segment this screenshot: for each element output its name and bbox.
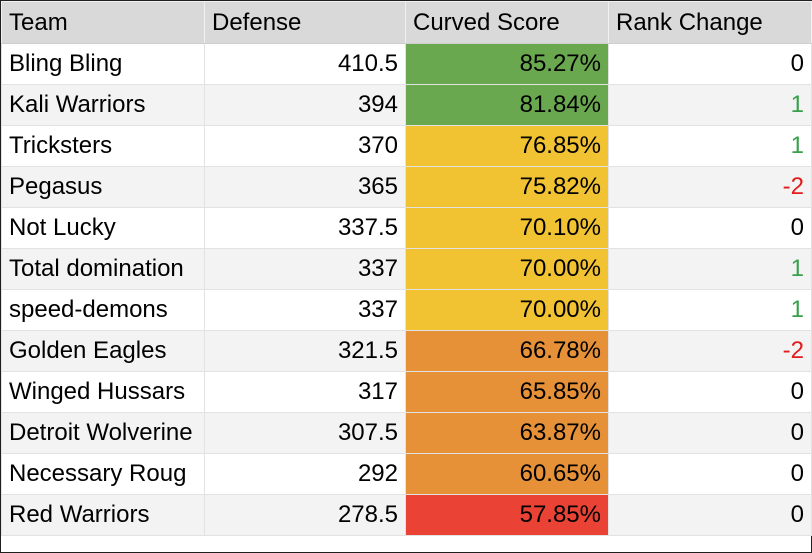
table-row: Total domination 337 70.00% 1 [1,248,812,290]
table-row: Pegasus 365 75.82% -2 [1,166,812,208]
cell-team[interactable]: Not Lucky [1,207,205,249]
cell-rank-change[interactable]: 0 [608,453,812,495]
table-row: Not Lucky 337.5 70.10% 0 [1,207,812,249]
standings-table: Team Defense Curved Score Rank Change Bl… [1,1,812,536]
cell-rank-change[interactable]: -2 [608,166,812,208]
table-row: Tricksters 370 76.85% 1 [1,125,812,167]
cell-defense[interactable]: 307.5 [204,412,406,454]
cell-curved-score[interactable]: 70.00% [405,248,609,290]
cell-team[interactable]: Total domination [1,248,205,290]
table-row: Bling Bling 410.5 85.27% 0 [1,43,812,85]
cell-rank-change[interactable]: 0 [608,371,812,413]
cell-team[interactable]: Detroit Wolverine [1,412,205,454]
cell-team[interactable]: Red Warriors [1,494,205,536]
cell-defense[interactable]: 317 [204,371,406,413]
cell-defense[interactable]: 370 [204,125,406,167]
table-row: Detroit Wolverine 307.5 63.87% 0 [1,412,812,454]
cell-curved-score[interactable]: 70.00% [405,289,609,331]
cell-curved-score[interactable]: 60.65% [405,453,609,495]
table-row: Kali Warriors 394 81.84% 1 [1,84,812,126]
table-row: speed-demons 337 70.00% 1 [1,289,812,331]
cell-defense[interactable]: 278.5 [204,494,406,536]
header-rank-change[interactable]: Rank Change [608,1,812,44]
cell-defense[interactable]: 337 [204,248,406,290]
table-body: Bling Bling 410.5 85.27% 0 Kali Warriors 394 8… [1,43,812,536]
cell-defense[interactable]: 337 [204,289,406,331]
cell-defense[interactable]: 321.5 [204,330,406,372]
cell-defense[interactable]: 410.5 [204,43,406,85]
cell-curved-score[interactable]: 65.85% [405,371,609,413]
cell-curved-score[interactable]: 63.87% [405,412,609,454]
cell-rank-change[interactable]: 0 [608,43,812,85]
header-defense[interactable]: Defense [204,1,406,44]
table-row: Winged Hussars 317 65.85% 0 [1,371,812,413]
cell-defense[interactable]: 292 [204,453,406,495]
cell-team[interactable]: Winged Hussars [1,371,205,413]
cell-curved-score[interactable]: 76.85% [405,125,609,167]
cell-team[interactable]: Golden Eagles [1,330,205,372]
header-curved-score[interactable]: Curved Score [405,1,609,44]
table-row: Red Warriors 278.5 57.85% 0 [1,494,812,536]
cell-rank-change[interactable]: 1 [608,248,812,290]
table-row: Golden Eagles 321.5 66.78% -2 [1,330,812,372]
cell-curved-score[interactable]: 81.84% [405,84,609,126]
header-team[interactable]: Team [1,1,205,44]
cell-curved-score[interactable]: 66.78% [405,330,609,372]
header-row: Team Defense Curved Score Rank Change [1,1,812,44]
cell-rank-change[interactable]: 0 [608,412,812,454]
cell-curved-score[interactable]: 85.27% [405,43,609,85]
cell-team[interactable]: Necessary Roug [1,453,205,495]
cell-defense[interactable]: 337.5 [204,207,406,249]
cell-rank-change[interactable]: 1 [608,84,812,126]
cell-rank-change[interactable]: 0 [608,207,812,249]
cell-rank-change[interactable]: -2 [608,330,812,372]
cell-team[interactable]: Tricksters [1,125,205,167]
cell-curved-score[interactable]: 57.85% [405,494,609,536]
cell-defense[interactable]: 365 [204,166,406,208]
cell-team[interactable]: Kali Warriors [1,84,205,126]
cell-rank-change[interactable]: 0 [608,494,812,536]
table-row: Necessary Roug 292 60.65% 0 [1,453,812,495]
cell-team[interactable]: Pegasus [1,166,205,208]
cell-rank-change[interactable]: 1 [608,289,812,331]
cell-curved-score[interactable]: 70.10% [405,207,609,249]
cell-rank-change[interactable]: 1 [608,125,812,167]
cell-team[interactable]: Bling Bling [1,43,205,85]
cell-team[interactable]: speed-demons [1,289,205,331]
cell-curved-score[interactable]: 75.82% [405,166,609,208]
cell-defense[interactable]: 394 [204,84,406,126]
